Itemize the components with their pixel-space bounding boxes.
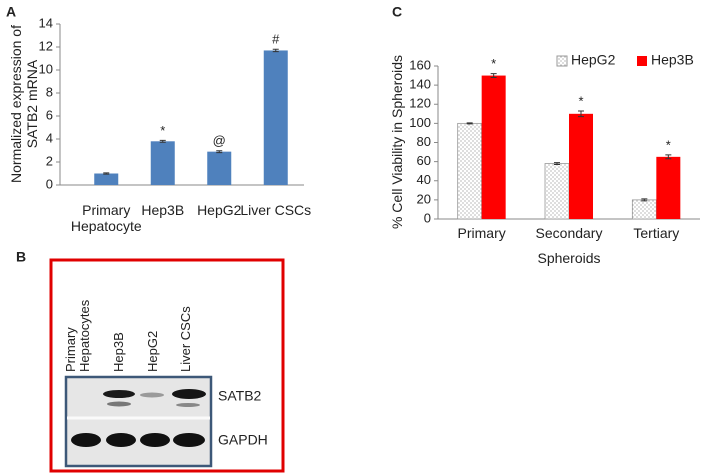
significance-marker: * bbox=[491, 56, 496, 71]
lane-label: HepG2 bbox=[145, 330, 160, 372]
lane-label: Hep3B bbox=[111, 332, 126, 372]
bar bbox=[481, 75, 506, 219]
error-bar bbox=[665, 154, 672, 160]
y-tick-label: 10 bbox=[39, 61, 53, 76]
x-tick-label: Liver CSCs bbox=[240, 202, 312, 218]
significance-marker: * bbox=[578, 93, 583, 108]
error-bar bbox=[216, 150, 223, 154]
error-bar bbox=[159, 139, 166, 143]
y-tick-label: 0 bbox=[424, 210, 431, 225]
error-bar bbox=[490, 73, 497, 78]
error-bar bbox=[554, 162, 560, 165]
bar bbox=[631, 199, 657, 220]
bar bbox=[150, 141, 175, 185]
blot-bands bbox=[71, 389, 206, 447]
bar bbox=[457, 122, 483, 220]
error-bar bbox=[103, 172, 110, 175]
bar bbox=[656, 156, 681, 219]
error-bar bbox=[466, 122, 473, 125]
panel-label: B bbox=[16, 249, 26, 265]
y-tick-label: 20 bbox=[417, 191, 431, 206]
lane-label: Primary Hepatocytes bbox=[63, 299, 92, 372]
x-tick-label: Tertiary bbox=[633, 225, 680, 241]
y-tick-label: 12 bbox=[39, 38, 53, 53]
legend-label: HepG2 bbox=[571, 52, 616, 68]
legend-label: Hep3B bbox=[651, 52, 694, 68]
y-tick-label: 0 bbox=[46, 176, 53, 191]
lane-label: Liver CSCs bbox=[178, 306, 193, 372]
y-tick-label: 140 bbox=[409, 77, 431, 92]
significance-marker: * bbox=[160, 123, 165, 138]
error-bar bbox=[641, 198, 648, 202]
panel-label: C bbox=[392, 4, 402, 20]
y-tick-label: 6 bbox=[46, 107, 53, 122]
x-tick-label: HepG2 bbox=[197, 202, 242, 218]
bar bbox=[263, 50, 288, 186]
y-tick-label: 120 bbox=[409, 96, 431, 111]
y-tick-label: 14 bbox=[39, 15, 53, 30]
significance-marker: # bbox=[272, 32, 280, 47]
panel-frame bbox=[49, 258, 285, 473]
y-tick-label: 100 bbox=[409, 115, 431, 130]
legend-swatch bbox=[637, 56, 647, 66]
y-tick-label: 2 bbox=[46, 153, 53, 168]
x-axis-label: Spheroids bbox=[537, 250, 601, 266]
y-axis-label: Normalized expression of SATB2 mRNA bbox=[8, 25, 40, 183]
x-tick-label: Hep3B bbox=[141, 202, 185, 218]
y-tick-label: 80 bbox=[417, 134, 431, 149]
y-tick-label: 40 bbox=[417, 172, 431, 187]
band-label: SATB2 bbox=[218, 388, 262, 404]
y-axis-label: % Cell Viability in Spheroids bbox=[389, 54, 405, 230]
x-tick-label: Primary Hepatocyte bbox=[70, 202, 142, 234]
bar bbox=[544, 163, 570, 220]
significance-marker: @ bbox=[213, 133, 226, 148]
band-label: GAPDH bbox=[218, 432, 268, 448]
error-bar bbox=[578, 110, 584, 118]
bar bbox=[207, 151, 232, 185]
legend-swatch bbox=[556, 55, 568, 67]
y-tick-label: 160 bbox=[409, 57, 431, 72]
y-tick-label: 4 bbox=[46, 130, 53, 145]
panel-label: A bbox=[6, 4, 16, 20]
x-tick-label: Primary bbox=[457, 225, 506, 241]
error-bar bbox=[272, 48, 279, 53]
significance-marker: * bbox=[666, 137, 671, 152]
y-tick-label: 60 bbox=[417, 153, 431, 168]
bar bbox=[569, 113, 593, 219]
y-tick-label: 8 bbox=[46, 84, 53, 99]
x-tick-label: Secondary bbox=[535, 225, 603, 241]
bar bbox=[94, 173, 119, 185]
